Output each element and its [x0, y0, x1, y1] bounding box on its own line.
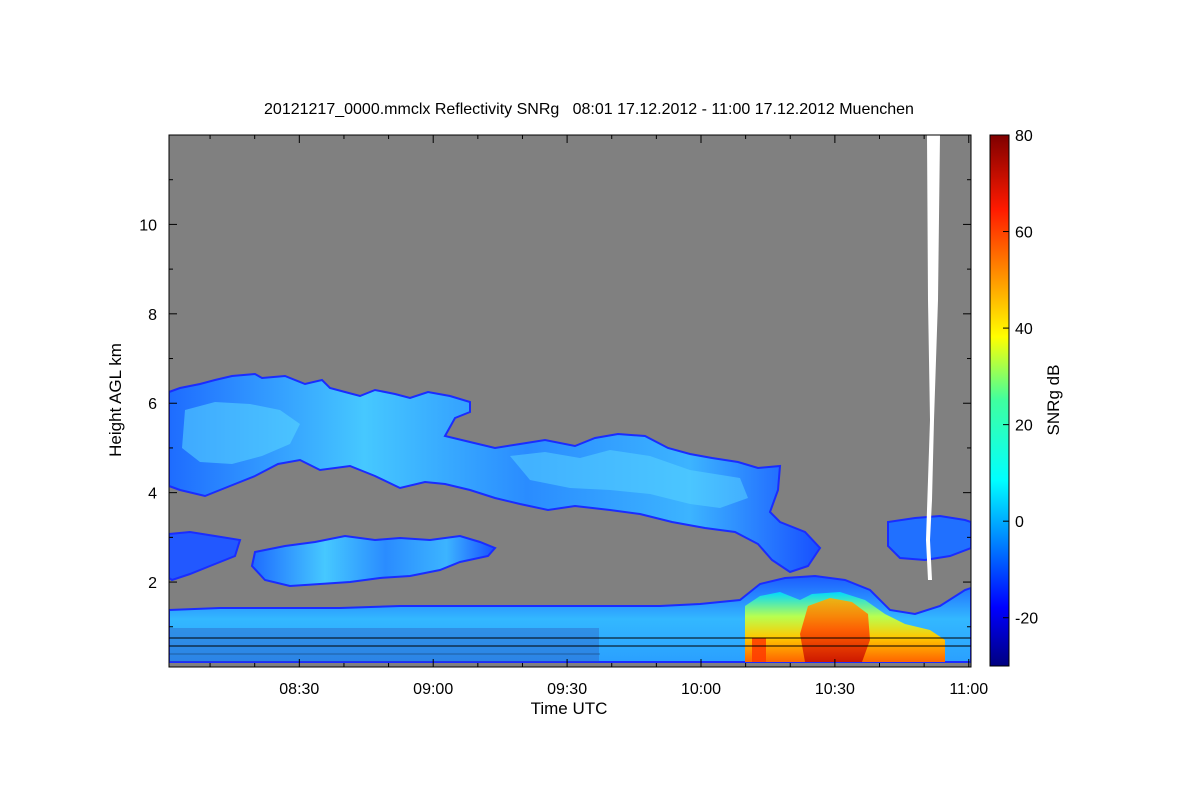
colorbar-tick-label: 40 [1015, 321, 1033, 338]
x-axis-label: Time UTC [531, 699, 608, 718]
echo-mid-level-cloud [169, 372, 822, 574]
echo-precipitation-core [752, 638, 766, 662]
plot-area [169, 135, 971, 667]
echo-lower-cloud-band [169, 530, 242, 582]
chart-title: 20121217_0000.mmclx Reflectivity SNRg 08… [264, 101, 914, 118]
x-tick-label: 10:00 [681, 681, 721, 698]
colorbar-tick-label: -20 [1015, 611, 1038, 628]
y-tick-label: 10 [139, 217, 157, 234]
y-tick-label: 4 [148, 486, 157, 503]
y-tick-label: 8 [148, 307, 157, 324]
colorbar-tick-label: 80 [1015, 128, 1033, 145]
y-tick-label: 6 [148, 396, 157, 413]
colorbar-ticks: -20 0 20 40 60 80 [1003, 128, 1038, 628]
plot-border [168, 134, 972, 668]
colorbar: -20 0 20 40 60 80 SNRg dB [989, 128, 1063, 667]
colorbar-gradient [989, 134, 1010, 667]
colorbar-tick-label: 0 [1015, 514, 1024, 531]
echo-mid-level-cloud-core [182, 402, 300, 464]
data-gap [926, 135, 940, 580]
echo-boundary-layer-sparse [169, 628, 599, 662]
y-tick-label: 2 [148, 575, 157, 592]
x-axis: 08:30 09:00 09:30 10:00 10:30 11:00 [209, 135, 988, 698]
x-tick-label: 09:00 [413, 681, 453, 698]
colorbar-tick-label: 60 [1015, 225, 1033, 242]
colorbar-tick-label: 20 [1015, 418, 1033, 435]
x-tick-label: 11:00 [949, 681, 988, 698]
y-axis: 2 4 6 8 10 [139, 179, 971, 628]
x-tick-label: 09:30 [547, 681, 587, 698]
x-tick-label: 10:30 [815, 681, 855, 698]
colorbar-label: SNRg dB [1044, 365, 1063, 436]
echo-lower-cloud-band [250, 534, 497, 588]
echo-mid-level-cloud-core [510, 450, 748, 508]
y-axis-label: Height AGL km [106, 343, 125, 457]
plot-frame [168, 134, 972, 668]
x-tick-label: 08:30 [279, 681, 319, 698]
